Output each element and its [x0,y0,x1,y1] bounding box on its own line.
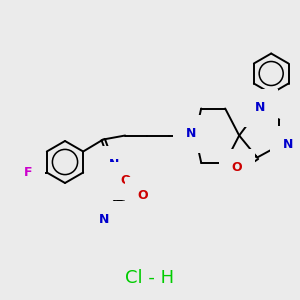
Text: H: H [88,212,96,223]
Text: N: N [283,138,293,151]
Text: O: O [138,189,148,202]
Text: Cl - H: Cl - H [125,269,175,287]
Text: F: F [24,166,32,179]
Text: N: N [99,213,110,226]
Text: N: N [109,158,119,171]
Text: O: O [232,161,242,174]
Text: O: O [121,174,131,187]
Text: N: N [186,127,196,140]
Text: N: N [255,101,266,114]
